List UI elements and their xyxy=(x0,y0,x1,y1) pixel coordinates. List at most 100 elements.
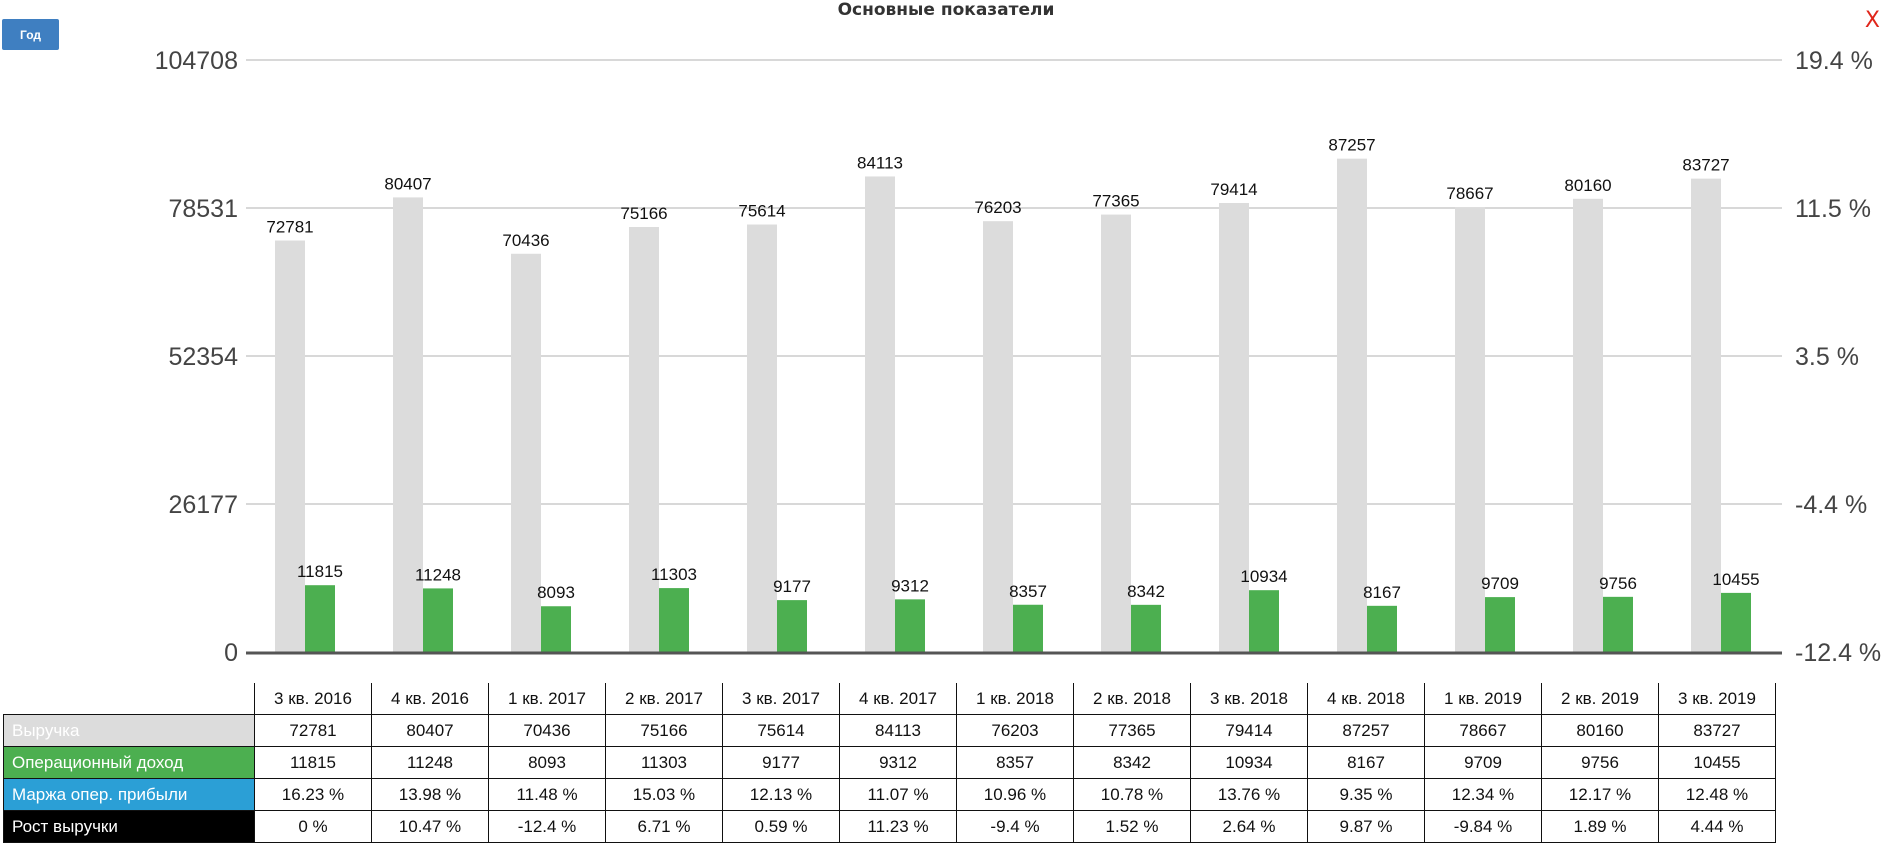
operating-income-data-label: 10455 xyxy=(1712,570,1759,589)
table-row-label: Выручка xyxy=(3,714,255,747)
close-icon[interactable]: X xyxy=(1864,8,1880,33)
table-cell: 79414 xyxy=(1190,714,1308,747)
revenue-bar xyxy=(629,227,659,653)
revenue-data-label: 75166 xyxy=(620,204,667,223)
table-cell: 9709 xyxy=(1424,746,1542,779)
operating-income-data-label: 8342 xyxy=(1127,582,1165,601)
revenue-bar xyxy=(275,240,305,652)
revenue-data-label: 75614 xyxy=(738,201,785,220)
table-cell: -12.4 % xyxy=(488,810,606,843)
revenue-bar xyxy=(511,253,541,653)
table-cell: 0.59 % xyxy=(722,810,840,843)
revenue-bar xyxy=(1219,203,1249,652)
table-cell: 8342 xyxy=(1073,746,1191,779)
y2-tick-label: 3.5 % xyxy=(1795,343,1859,371)
y2-tick-label: 11.5 % xyxy=(1795,195,1871,223)
revenue-data-label: 79414 xyxy=(1210,180,1257,199)
x-tick-label: 1 кв. 2017 xyxy=(488,683,606,715)
table-cell: -9.84 % xyxy=(1424,810,1542,843)
operating-income-bar xyxy=(423,588,453,652)
table-row-label: Маржа опер. прибыли xyxy=(3,778,255,811)
table-cell: 83727 xyxy=(1658,714,1776,747)
revenue-data-label: 78667 xyxy=(1446,184,1493,203)
operating-income-bar xyxy=(1131,604,1161,652)
table-cell: 6.71 % xyxy=(605,810,723,843)
revenue-data-label: 77365 xyxy=(1092,192,1139,211)
table-cell: 9756 xyxy=(1541,746,1659,779)
y-tick-label: 52354 xyxy=(168,343,238,371)
table-cell: 1.89 % xyxy=(1541,810,1659,843)
table-row: Операционный доход 11815 11248 8093 11303 917… xyxy=(3,746,1776,779)
table-row-label: Операционный доход xyxy=(3,746,255,779)
x-tick-label: 1 кв. 2018 xyxy=(956,683,1074,715)
table-cell: 8357 xyxy=(956,746,1074,779)
table-cell: 12.13 % xyxy=(722,778,840,811)
operating-income-data-label: 8167 xyxy=(1363,583,1401,602)
x-tick-label: 4 кв. 2017 xyxy=(839,683,957,715)
revenue-data-label: 80160 xyxy=(1564,176,1611,195)
operating-income-bar xyxy=(541,606,571,652)
table-cell: 13.76 % xyxy=(1190,778,1308,811)
x-tick-label: 3 кв. 2018 xyxy=(1190,683,1308,715)
x-tick-label: 2 кв. 2019 xyxy=(1541,683,1659,715)
table-cell: 77365 xyxy=(1073,714,1191,747)
revenue-bar xyxy=(1691,178,1721,653)
table-cell: 11.48 % xyxy=(488,778,606,811)
table-cell: 15.03 % xyxy=(605,778,723,811)
table-row: Маржа опер. прибыли 16.23 % 13.98 % 11.48 %… xyxy=(3,778,1776,811)
revenue-data-label: 83727 xyxy=(1682,156,1729,175)
revenue-bar xyxy=(1573,198,1603,653)
table-cell: 11.23 % xyxy=(839,810,957,843)
table-cell: 87257 xyxy=(1307,714,1425,747)
table-cell: 75614 xyxy=(722,714,840,747)
x-tick-label: 4 кв. 2018 xyxy=(1307,683,1425,715)
table-cell: 12.48 % xyxy=(1658,778,1776,811)
revenue-data-label: 76203 xyxy=(974,198,1021,217)
operating-income-bar xyxy=(1721,592,1751,652)
y-tick-label: 26177 xyxy=(168,491,238,519)
x-tick-label: 4 кв. 2016 xyxy=(371,683,489,715)
table-cell: 4.44 % xyxy=(1658,810,1776,843)
x-tick-label: 2 кв. 2017 xyxy=(605,683,723,715)
y2-tick-label: 19.4 % xyxy=(1795,47,1873,75)
x-tick-label: 3 кв. 2019 xyxy=(1658,683,1776,715)
table-cell: 10455 xyxy=(1658,746,1776,779)
operating-income-bar xyxy=(1249,590,1279,652)
revenue-bar xyxy=(747,224,777,652)
table-cell: 80160 xyxy=(1541,714,1659,747)
revenue-data-label: 87257 xyxy=(1328,136,1375,155)
y-tick-label: 0 xyxy=(224,639,238,667)
table-cell: 9.35 % xyxy=(1307,778,1425,811)
operating-income-data-label: 9709 xyxy=(1481,574,1519,593)
table-cell: 13.98 % xyxy=(371,778,489,811)
table-cell: 0 % xyxy=(254,810,372,843)
data-table: 3 кв. 2016 4 кв. 2016 1 кв. 2017 2 кв. 2017… xyxy=(3,683,1776,843)
operating-income-data-label: 11248 xyxy=(415,565,461,584)
table-cell: 12.34 % xyxy=(1424,778,1542,811)
table-cell: 78667 xyxy=(1424,714,1542,747)
table-cell: 1.52 % xyxy=(1073,810,1191,843)
operating-income-bar xyxy=(305,585,335,652)
operating-income-bar xyxy=(895,599,925,652)
table-row-label: Рост выручки xyxy=(3,810,255,843)
operating-income-bar xyxy=(659,588,689,652)
revenue-bar xyxy=(1101,214,1131,652)
revenue-bar xyxy=(1337,158,1367,652)
table-cell: 72781 xyxy=(254,714,372,747)
chart-title: Основные показатели xyxy=(837,0,1055,20)
table-cell: 10.47 % xyxy=(371,810,489,843)
x-tick-label: 3 кв. 2017 xyxy=(722,683,840,715)
table-cell: 11.07 % xyxy=(839,778,957,811)
table-cell: 16.23 % xyxy=(254,778,372,811)
table-cell: 76203 xyxy=(956,714,1074,747)
year-button[interactable]: Год xyxy=(2,19,59,50)
y-tick-label: 78531 xyxy=(168,195,238,223)
table-row: Рост выручки 0 % 10.47 % -12.4 % 6.71 % 0.59 … xyxy=(3,810,1776,843)
table-cell: 11303 xyxy=(605,746,723,779)
operating-income-data-label: 8093 xyxy=(537,583,575,602)
table-cell: -9.4 % xyxy=(956,810,1074,843)
operating-income-data-label: 11815 xyxy=(297,562,343,581)
revenue-data-label: 72781 xyxy=(266,218,313,237)
operating-income-data-label: 9177 xyxy=(773,577,811,596)
y2-tick-label: -12.4 % xyxy=(1795,639,1881,667)
